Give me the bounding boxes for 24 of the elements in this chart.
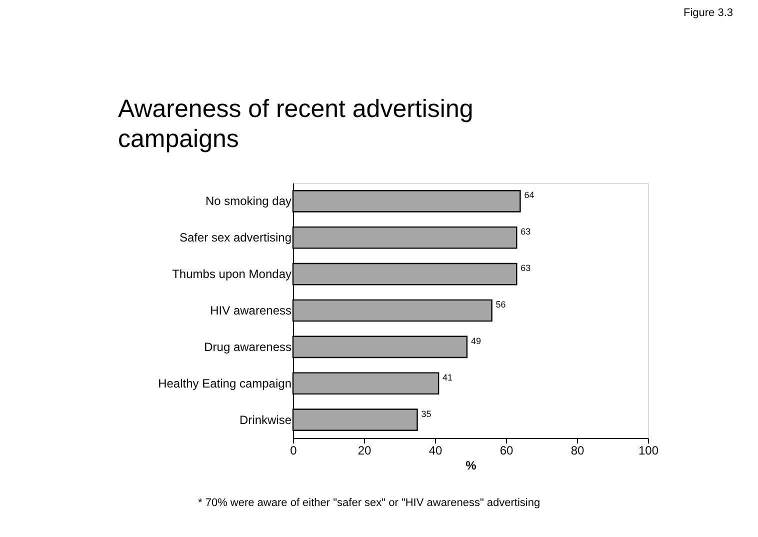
- data-label: 63: [520, 263, 531, 274]
- chart-title: Awareness of recent advertising campaigns: [118, 95, 474, 153]
- data-label: 56: [496, 300, 506, 310]
- x-axis-title: %: [466, 458, 477, 472]
- y-tick-label: Drinkwise: [239, 412, 292, 427]
- y-tick-label: Drug awareness: [204, 340, 292, 354]
- y-tick-label: Healthy Eating campaign: [158, 376, 292, 390]
- caption: Figure 3.3: [683, 7, 733, 19]
- x-tick-label: 40: [428, 444, 442, 458]
- y-tick-label: HIV awareness: [210, 304, 292, 318]
- y-tick-label: Thumbs upon Monday: [172, 267, 292, 282]
- x-tick-label: 100: [638, 444, 659, 458]
- y-tick-label: No smoking day: [205, 194, 292, 208]
- data-label: 35: [421, 408, 432, 419]
- x-tick-label: 80: [570, 444, 584, 458]
- text: * 70% were aware of either "safer sex" or "HIV awareness" advertising: [198, 497, 540, 509]
- data-label: 41: [442, 372, 453, 382]
- y-tick-label: Safer sex advertising: [179, 230, 292, 245]
- data-label: 49: [470, 336, 481, 346]
- x-tick-label: 0: [290, 444, 298, 458]
- data-label: 64: [524, 190, 534, 200]
- data-label: 63: [520, 226, 531, 237]
- x-tick-label: 20: [358, 444, 372, 458]
- x-tick-label: 60: [500, 444, 514, 458]
